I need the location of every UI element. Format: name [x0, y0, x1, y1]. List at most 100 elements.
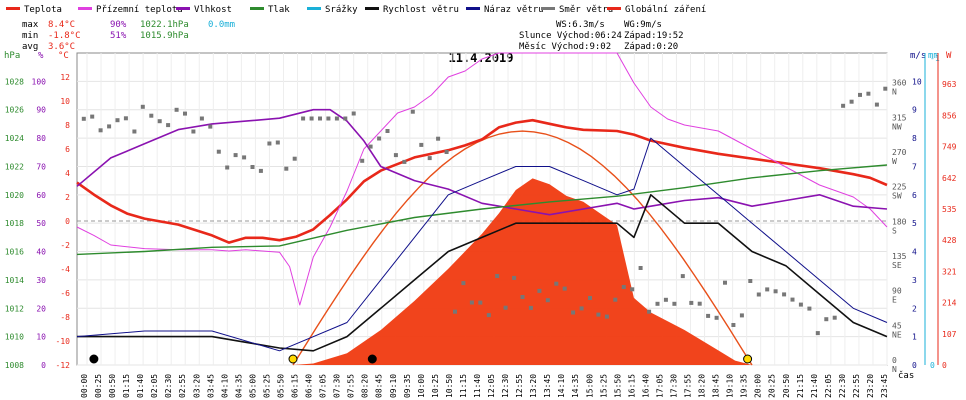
sun-moon-markers [89, 354, 753, 364]
pressure-tick: 1026 [5, 106, 24, 115]
pressure-tick: 1028 [5, 77, 24, 86]
chart-title: 11.4.2019 [448, 51, 513, 65]
humidity-tick: 20 [36, 304, 46, 313]
humidity-tick: 90 [36, 106, 46, 115]
legend-swatch [250, 7, 264, 10]
wind-dir-tick: N [892, 365, 897, 374]
stat-min-label: min [22, 31, 38, 41]
pressure-tick: 1020 [5, 191, 24, 200]
legend-swatch [365, 7, 379, 10]
axis-title-pct: % [38, 51, 44, 61]
pressure-tick: 1022 [5, 162, 24, 171]
wind-direction-point [199, 116, 204, 121]
info-sun-set: Západ:19:52 [624, 31, 684, 41]
axes-layer: 1008101010121014101610181020102210241026… [5, 53, 957, 398]
wind-direction-point [520, 295, 525, 299]
solar-tick: 214 [942, 299, 957, 308]
legend-label: Směr větru [559, 5, 613, 15]
series-vlhkost [76, 108, 888, 216]
wind-speed-tick: 0 [912, 361, 917, 370]
wind-direction-point [292, 156, 297, 161]
temperature-tick: -4 [60, 265, 70, 274]
solar-max-curve [292, 130, 753, 366]
wind-direction-point [132, 129, 137, 134]
x-tick-label: 02:05 [150, 374, 159, 398]
wind-direction-point [478, 300, 483, 305]
x-tick-label: 12:55 [515, 374, 524, 398]
solar-tick: 428 [942, 236, 957, 245]
x-tick-label: 07:55 [347, 374, 356, 398]
x-tick-label: 09:10 [389, 374, 398, 398]
x-tick-label: 04:10 [220, 374, 229, 398]
legend-label: Vlhkost [194, 5, 232, 15]
wind-direction-point [216, 149, 221, 154]
wind-direction-point [318, 116, 322, 121]
x-tick-label: 05:00 [248, 374, 257, 398]
solar-tick: 535 [942, 205, 957, 214]
temperature-tick: -2 [60, 241, 70, 250]
wind-direction-point [697, 301, 702, 306]
wind-direction-point [267, 141, 272, 146]
solar-tick: 321 [942, 267, 957, 276]
legend-label: Srážky [325, 5, 358, 15]
temperature-tick: 8 [65, 121, 70, 130]
wind-direction-point [554, 281, 559, 286]
wind-direction-point [495, 274, 500, 278]
wind-dir-tick: NE [892, 330, 902, 339]
wind-direction-point [706, 313, 711, 318]
x-tick-label: 22:30 [838, 374, 847, 398]
wind-direction-point [765, 287, 770, 292]
x-tick-label: 16:40 [641, 374, 650, 398]
wind-direction-point [149, 113, 154, 118]
temperature-tick: -12 [56, 361, 71, 370]
wind-dir-value: 180 [892, 217, 907, 226]
x-tick-label: 19:10 [726, 374, 735, 398]
legend-label: Náraz větru [484, 5, 544, 15]
x-tick-label: 16:15 [627, 374, 636, 398]
wind-dir-value: 45 [892, 321, 902, 330]
x-tick-label: 13:45 [543, 374, 552, 398]
legend-label: Teplota [24, 5, 62, 15]
pressure-tick: 1018 [5, 219, 24, 228]
humidity-tick: 0 [41, 361, 46, 370]
temperature-tick: -6 [60, 289, 70, 298]
wind-direction-point [621, 285, 626, 289]
wind-direction-point [191, 129, 196, 134]
wind-direction-point [790, 297, 795, 302]
solar-tick: 856 [942, 111, 957, 120]
axis-title-time: čas [898, 370, 914, 381]
wind-direction-point [419, 142, 424, 147]
x-tick-label: 02:30 [164, 374, 173, 398]
x-tick-label: 08:20 [361, 374, 370, 398]
solar-tick: 749 [942, 143, 957, 152]
wind-direction-point [739, 313, 744, 318]
stat-avg-temp: 3.6°C [48, 42, 75, 52]
wind-direction-point [647, 309, 652, 314]
wind-direction-point [183, 111, 187, 116]
wind-dir-value: 225 [892, 183, 907, 192]
temperature-tick: 12 [60, 73, 70, 82]
legend-swatch [307, 7, 321, 10]
wind-direction-point [528, 305, 533, 310]
wind-direction-point [166, 123, 171, 128]
wind-direction-point [486, 313, 491, 318]
wind-direction-point [436, 136, 441, 141]
x-tick-label: 06:40 [305, 374, 314, 398]
wind-dir-value: 135 [892, 252, 907, 261]
wind-dir-tick: W [892, 157, 897, 166]
wind-speed-tick: 4 [912, 248, 917, 257]
x-tick-label: 15:50 [613, 374, 622, 398]
wind-direction-point [208, 124, 213, 129]
stat-max-hum: 90% [110, 20, 127, 30]
humidity-tick: 10 [36, 333, 46, 342]
wind-direction-point [157, 119, 162, 124]
wind-direction-point [638, 266, 643, 270]
wind-direction-point [123, 116, 128, 121]
wind-direction-point [689, 300, 694, 305]
solar-tick: 963 [942, 80, 957, 89]
x-tick-label: 22:55 [852, 374, 861, 398]
axis-title-hpa: hPa [4, 51, 20, 61]
info-moon-set: Západ:0:20 [624, 42, 678, 52]
legend-swatch [541, 7, 555, 10]
wind-direction-point [368, 144, 373, 149]
